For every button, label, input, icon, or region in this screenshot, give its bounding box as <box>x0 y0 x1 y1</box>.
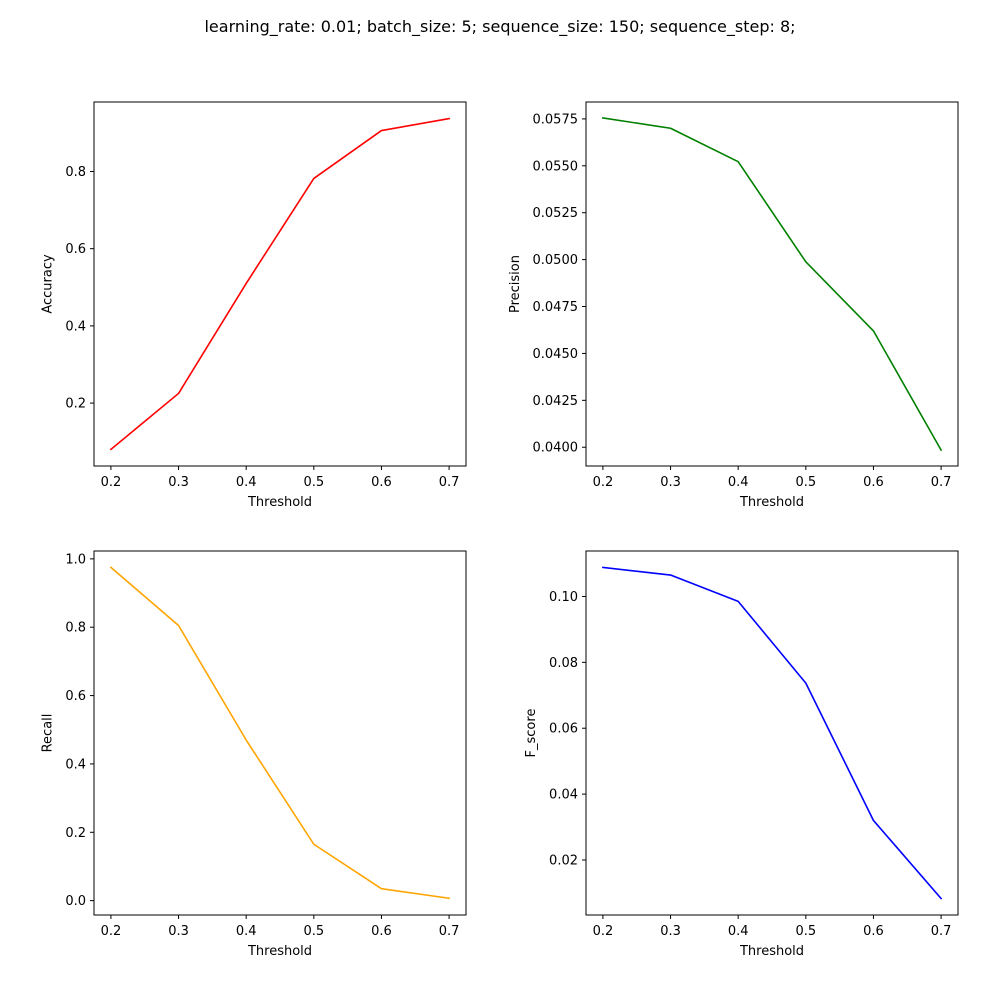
precision-ytick-label: 0.0575 <box>533 112 579 127</box>
accuracy-xtick-label: 0.4 <box>236 475 257 490</box>
fscore-ytick-label: 0.10 <box>549 590 578 605</box>
accuracy-xtick-label: 0.3 <box>168 475 189 490</box>
fscore-ytick-label: 0.02 <box>549 853 578 868</box>
fscore-ylabel: F_score <box>524 709 539 758</box>
fscore-ytick-label: 0.08 <box>549 656 578 671</box>
fscore-axes-frame <box>585 550 959 916</box>
precision-xtick-label: 0.7 <box>931 475 952 490</box>
recall-xtick-label: 0.3 <box>168 924 189 939</box>
accuracy-series-line <box>109 117 451 451</box>
recall-series-line <box>109 566 450 900</box>
precision-ylabel: Precision <box>508 255 523 313</box>
fscore-xtick-label: 0.5 <box>795 924 816 939</box>
fscore-subplot: 0.2 0.3 0.4 0.5 0.6 0.7 0.02 0.04 0.06 0.08 0.10 Th… <box>524 550 959 959</box>
fscore-xtick-label: 0.3 <box>660 924 681 939</box>
fscore-xtick-label: 0.2 <box>593 924 614 939</box>
fscore-xtick-label: 0.6 <box>863 924 884 939</box>
fscore-xtick-label: 0.7 <box>931 924 952 939</box>
precision-xlabel: Threshold <box>739 495 804 510</box>
accuracy-xlabel: Threshold <box>247 495 312 510</box>
recall-xtick-label: 0.6 <box>371 924 392 939</box>
accuracy-xtick-label: 0.2 <box>101 475 122 490</box>
fscore-ytick-label: 0.04 <box>549 788 578 803</box>
accuracy-ytick-label: 0.4 <box>65 319 86 334</box>
recall-xtick-label: 0.2 <box>101 924 122 939</box>
recall-ylabel: Recall <box>40 714 55 753</box>
accuracy-ytick-label: 0.8 <box>65 165 86 180</box>
recall-axes-frame <box>93 550 467 916</box>
precision-ytick-label: 0.0500 <box>533 253 579 268</box>
fscore-xtick-label: 0.4 <box>728 924 749 939</box>
precision-ytick-label: 0.0400 <box>533 441 579 456</box>
fscore-xlabel: Threshold <box>739 944 804 959</box>
precision-xtick-label: 0.2 <box>593 475 614 490</box>
precision-ytick-label: 0.0450 <box>533 347 579 362</box>
precision-axes-frame <box>585 101 959 467</box>
accuracy-xtick-label: 0.7 <box>439 475 460 490</box>
accuracy-subplot: 0.2 0.3 0.4 0.5 0.6 0.7 0.2 0.4 0.6 0.8 Threshold A… <box>40 101 467 510</box>
recall-xtick-label: 0.4 <box>236 924 257 939</box>
recall-ytick-label: 0.4 <box>65 757 86 772</box>
recall-ytick-label: 0.0 <box>65 894 86 909</box>
precision-ytick-label: 0.0525 <box>533 206 579 221</box>
recall-ytick-label: 0.6 <box>65 689 86 704</box>
recall-xlabel: Threshold <box>247 944 312 959</box>
recall-ytick-label: 0.2 <box>65 826 86 841</box>
accuracy-ylabel: Accuracy <box>40 254 55 314</box>
precision-xtick-label: 0.3 <box>660 475 681 490</box>
accuracy-xtick-label: 0.6 <box>371 475 392 490</box>
fscore-ytick-label: 0.06 <box>549 722 578 737</box>
recall-subplot: 0.2 0.3 0.4 0.5 0.6 0.7 0.0 0.2 0.4 0.6 0.8 1.0 Thre… <box>40 550 467 959</box>
fscore-series-line <box>602 566 943 900</box>
recall-xtick-label: 0.5 <box>303 924 324 939</box>
recall-xtick-label: 0.7 <box>439 924 460 939</box>
figure-suptitle: learning_rate: 0.01; batch_size: 5; sequ… <box>204 17 796 36</box>
precision-ytick-label: 0.0550 <box>533 159 579 174</box>
precision-ytick-label: 0.0425 <box>533 394 579 409</box>
precision-series-line <box>601 117 943 452</box>
accuracy-ytick-label: 0.2 <box>65 397 86 412</box>
accuracy-xtick-label: 0.5 <box>303 475 324 490</box>
precision-xtick-label: 0.6 <box>863 475 884 490</box>
recall-ytick-label: 0.8 <box>65 621 86 636</box>
precision-xtick-label: 0.4 <box>728 475 749 490</box>
recall-ytick-label: 1.0 <box>65 552 86 567</box>
precision-subplot: 0.2 0.3 0.4 0.5 0.6 0.7 0.0400 0.0425 0.0450 0.04… <box>508 101 959 510</box>
accuracy-ytick-label: 0.6 <box>65 242 86 257</box>
precision-ytick-label: 0.0475 <box>533 300 579 315</box>
precision-xtick-label: 0.5 <box>795 475 816 490</box>
accuracy-axes-frame <box>93 101 467 467</box>
